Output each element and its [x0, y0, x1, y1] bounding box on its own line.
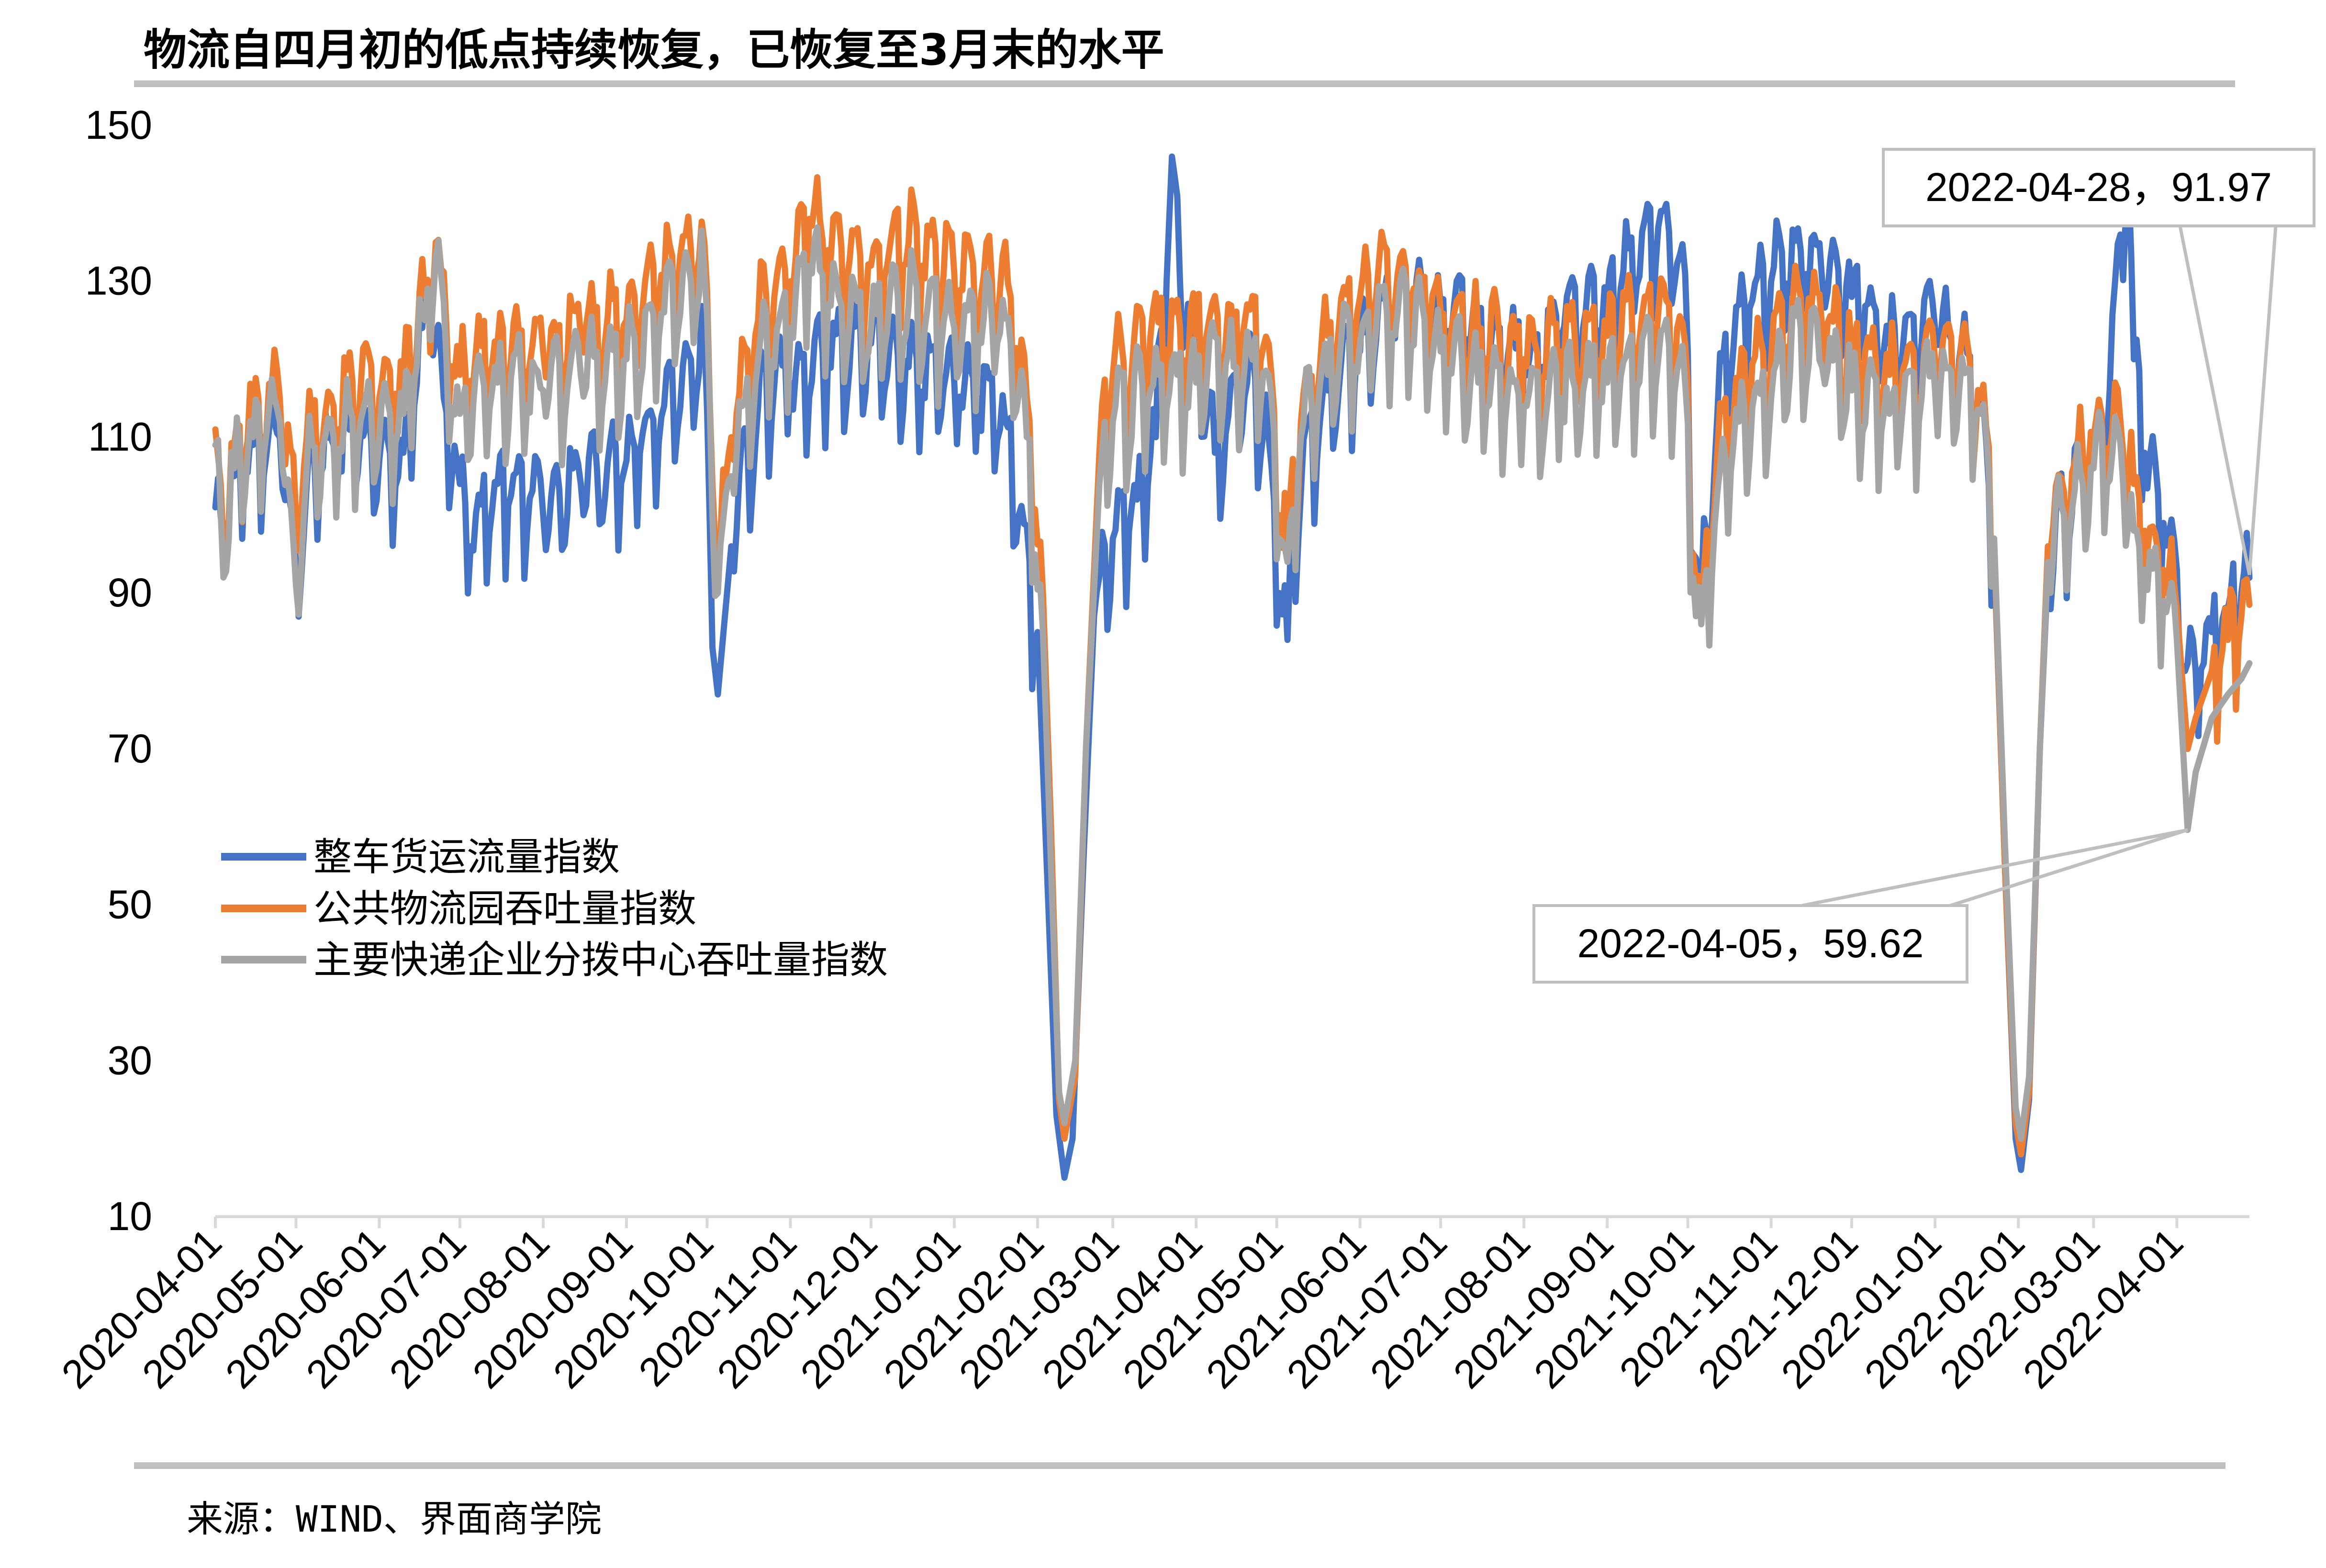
series-line-2	[212, 224, 2253, 1142]
annotation-leader	[2178, 225, 2251, 575]
annotation-label: 2022-04-05，59.62	[1577, 921, 1924, 966]
annotation-box	[1532, 904, 1968, 984]
series-line-0	[212, 153, 2253, 1181]
y-tick-label: 50	[108, 882, 152, 927]
y-tick-label: 10	[108, 1194, 152, 1239]
annotation-label: 2022-04-28，91.97	[1925, 165, 2272, 210]
source-note: 来源：WIND、界面商学院	[187, 1498, 602, 1540]
annotation-leader	[1949, 828, 2188, 907]
annotation-leader	[1801, 828, 2188, 907]
series-line-1	[212, 174, 2253, 1158]
legend-label-0: 整车货运流量指数	[313, 835, 620, 879]
y-tick-label: 30	[108, 1038, 152, 1083]
series-layer	[212, 153, 2253, 1181]
annotation-layer: 2022-04-28，91.97 2022-04-05，59.62	[1532, 148, 2315, 984]
legend-label-1: 公共物流园吞吐量指数	[313, 886, 696, 931]
y-tick-label: 130	[85, 258, 152, 303]
y-tick-label: 150	[85, 102, 152, 147]
y-tick-label: 90	[108, 570, 152, 615]
annotation-box	[1882, 148, 2315, 227]
y-tick-label: 70	[108, 726, 152, 771]
chart-title: 物流自四月初的低点持续恢复，已恢复至3月末的水平	[144, 25, 1164, 75]
y-axis: 10 30 50 70 90 110 130 150	[85, 102, 152, 1239]
y-tick-label: 110	[88, 414, 152, 459]
annotation-leader	[2248, 225, 2278, 575]
x-axis: 2020-04-012020-05-012020-06-012020-07-01…	[53, 1215, 2249, 1397]
legend-label-2: 主要快递企业分拨中心吞吐量指数	[313, 938, 888, 982]
